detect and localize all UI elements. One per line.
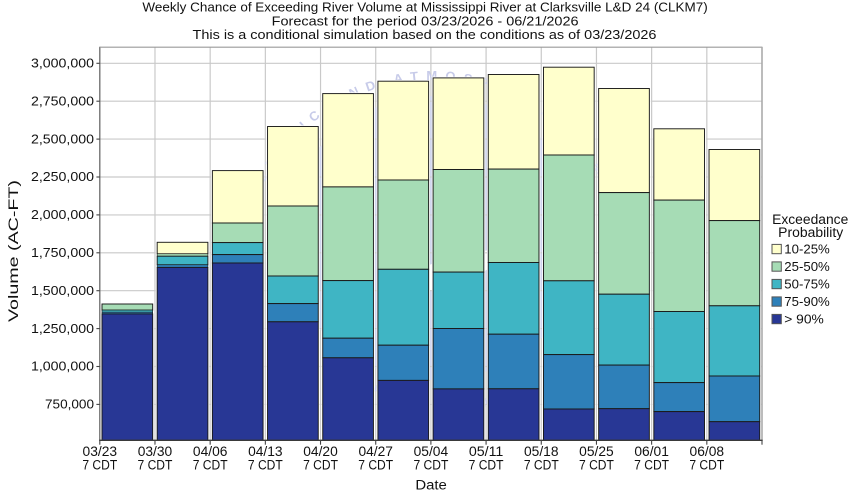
svg-text:7 CDT: 7 CDT (248, 458, 283, 473)
svg-text:7 CDT: 7 CDT (82, 458, 117, 473)
svg-text:7 CDT: 7 CDT (193, 458, 228, 473)
svg-text:Volume (AC-FT): Volume (AC-FT) (6, 180, 21, 322)
svg-text:7 CDT: 7 CDT (138, 458, 173, 473)
svg-text:03/23: 03/23 (83, 444, 118, 459)
svg-text:50-75%: 50-75% (784, 277, 830, 292)
svg-text:7 CDT: 7 CDT (634, 458, 669, 473)
svg-text:7 CDT: 7 CDT (579, 458, 614, 473)
svg-text:2,000,000: 2,000,000 (31, 207, 94, 222)
svg-text:Weekly Chance of Exceeding Riv: Weekly Chance of Exceeding River Volume … (142, 1, 707, 15)
svg-text:05/11: 05/11 (469, 444, 504, 459)
svg-text:10-25%: 10-25% (784, 242, 830, 257)
svg-text:03/30: 03/30 (138, 444, 173, 459)
svg-text:750,000: 750,000 (45, 397, 94, 412)
svg-text:7 CDT: 7 CDT (689, 458, 724, 473)
svg-text:This is a conditional simulati: This is a conditional simulation based o… (193, 28, 657, 42)
svg-text:2,750,000: 2,750,000 (31, 93, 94, 108)
svg-text:7 CDT: 7 CDT (524, 458, 559, 473)
svg-text:1,500,000: 1,500,000 (31, 283, 94, 298)
svg-text:7 CDT: 7 CDT (358, 458, 393, 473)
svg-text:04/06: 04/06 (193, 444, 228, 459)
svg-text:3,000,000: 3,000,000 (31, 56, 94, 71)
svg-text:05/25: 05/25 (579, 444, 614, 459)
svg-text:04/20: 04/20 (303, 444, 338, 459)
svg-text:2,500,000: 2,500,000 (31, 131, 94, 146)
svg-text:Date: Date (415, 477, 447, 492)
svg-text:> 90%: > 90% (784, 312, 824, 327)
svg-text:06/01: 06/01 (634, 444, 669, 459)
svg-text:Probability: Probability (778, 225, 843, 240)
svg-text:2,250,000: 2,250,000 (31, 169, 94, 184)
svg-text:05/04: 05/04 (414, 444, 449, 459)
svg-text:1,000,000: 1,000,000 (31, 359, 94, 374)
svg-text:1,750,000: 1,750,000 (31, 245, 94, 260)
svg-text:Forecast for the period 03/23/: Forecast for the period 03/23/2026 - 06/… (272, 14, 579, 28)
svg-text:04/13: 04/13 (248, 444, 283, 459)
svg-text:06/08: 06/08 (690, 444, 725, 459)
svg-text:1,250,000: 1,250,000 (31, 321, 94, 336)
svg-text:7 CDT: 7 CDT (303, 458, 338, 473)
svg-text:25-50%: 25-50% (784, 259, 830, 274)
svg-text:Exceedance: Exceedance (772, 212, 848, 227)
svg-text:75-90%: 75-90% (784, 294, 830, 309)
svg-text:7 CDT: 7 CDT (413, 458, 448, 473)
svg-text:05/18: 05/18 (524, 444, 559, 459)
svg-text:7 CDT: 7 CDT (469, 458, 504, 473)
svg-text:04/27: 04/27 (358, 444, 393, 459)
